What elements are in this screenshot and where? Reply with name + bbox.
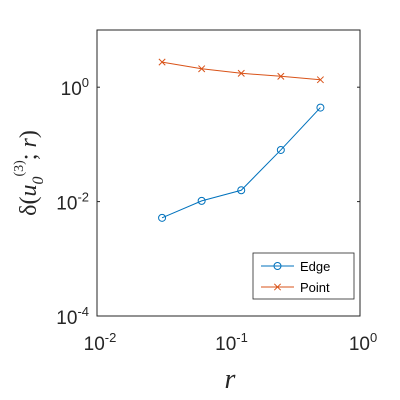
- legend-items: Edge Point: [261, 259, 330, 295]
- legend-label: Point: [300, 280, 330, 295]
- data-point: [276, 145, 285, 154]
- data-point: [158, 58, 166, 66]
- data-point: [197, 196, 206, 205]
- series-layer: [158, 58, 325, 222]
- data-point: [198, 65, 206, 73]
- data-point: [158, 213, 167, 222]
- x-tick-label: 10-2: [84, 330, 117, 355]
- series-line: [161, 107, 321, 219]
- legend-item-edge: Edge: [261, 259, 330, 274]
- y-tick-label: 10-4: [56, 304, 89, 329]
- data-point: [316, 76, 324, 84]
- legend-box: [252, 252, 355, 300]
- legend: Edge Point: [252, 252, 355, 300]
- legend-label: Edge: [300, 259, 330, 274]
- legend-marker: [273, 283, 282, 291]
- y-tick-label: 10-2: [56, 190, 89, 215]
- series-point: [158, 58, 324, 84]
- y-tick-label: 100: [61, 75, 89, 100]
- legend-item-point: Point: [261, 280, 330, 295]
- data-point: [277, 72, 285, 80]
- data-point: [237, 186, 246, 195]
- series-edge: [158, 103, 325, 222]
- legend-marker: [273, 262, 282, 270]
- x-tick-label: 10-1: [215, 330, 248, 355]
- y-axis-label: δ(u0(3); r): [12, 130, 47, 216]
- ticks: [96, 30, 361, 317]
- data-point: [237, 69, 245, 77]
- data-point: [316, 103, 325, 112]
- svg-text:δ(u0(3); r): δ(u0(3); r): [12, 130, 47, 216]
- x-axis-label: r: [225, 364, 236, 395]
- x-tick-label: 100: [349, 330, 377, 355]
